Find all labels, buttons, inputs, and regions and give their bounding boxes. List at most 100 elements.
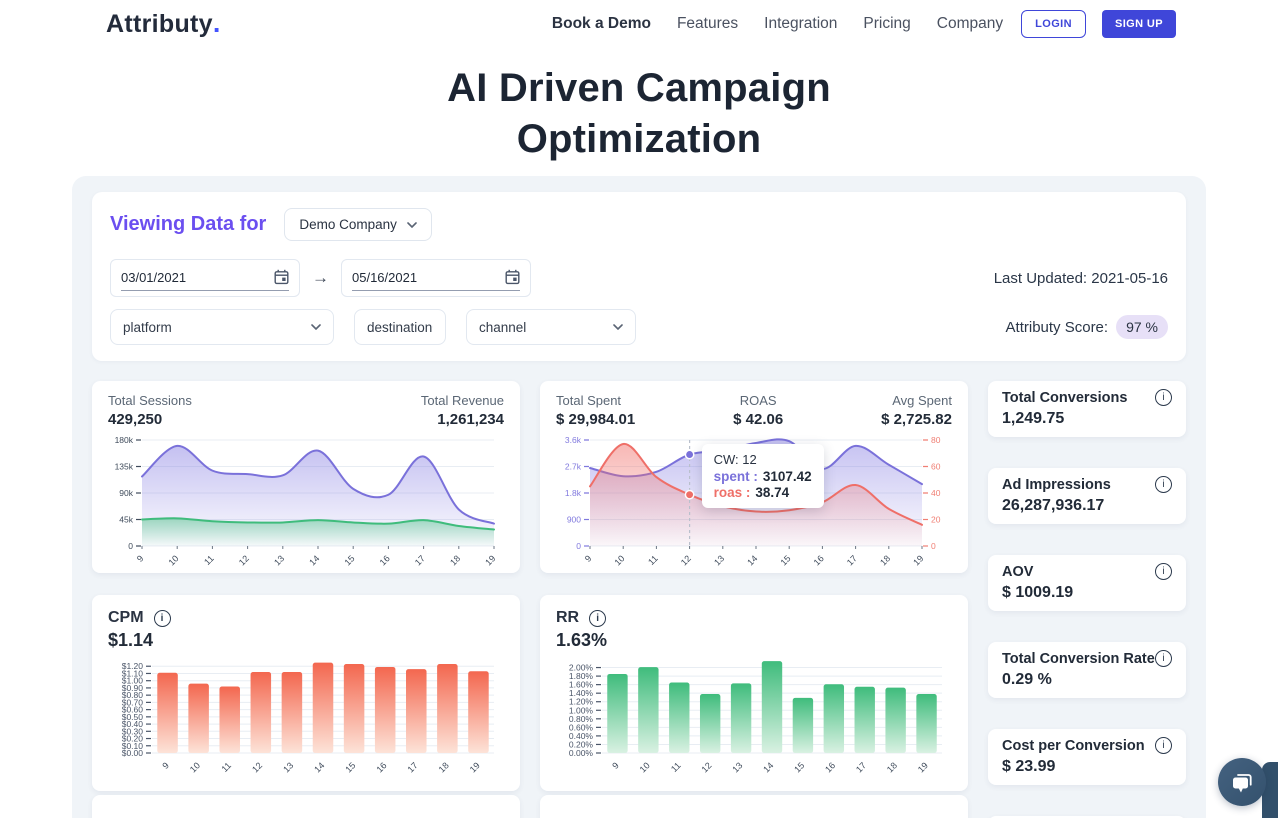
svg-text:14: 14 [312, 760, 326, 774]
info-icon[interactable] [1155, 650, 1172, 667]
svg-text:17: 17 [845, 553, 859, 567]
svg-text:13: 13 [730, 760, 744, 774]
svg-text:90k: 90k [119, 488, 133, 498]
chevron-down-icon [407, 221, 417, 228]
total-revenue-metric: Total Revenue 1,261,234 [420, 393, 504, 428]
rr-title: RR [556, 609, 580, 626]
channel-dropdown-label: channel [479, 319, 527, 335]
svg-text:12: 12 [679, 553, 693, 567]
stat-title: Cost per Conversion [1002, 737, 1145, 754]
svg-text:17: 17 [406, 760, 420, 774]
info-icon[interactable] [1155, 476, 1172, 493]
stat-value: $ 1009.19 [1002, 584, 1074, 601]
avg-spent-metric: Avg Spent $ 2,725.82 [881, 393, 952, 428]
chevron-down-icon [432, 326, 433, 328]
stat-card-total-conversion-rate: Total Conversion Rate 0.29 % [988, 642, 1186, 698]
stat-card-ad-impressions: Ad Impressions 26,287,936.17 [988, 468, 1186, 524]
svg-text:10: 10 [188, 760, 202, 774]
svg-text:$0.00: $0.00 [122, 748, 144, 758]
cpm-title: CPM [108, 609, 144, 626]
svg-text:11: 11 [669, 760, 683, 774]
svg-text:11: 11 [646, 553, 660, 567]
company-dropdown[interactable]: Demo Company [284, 208, 432, 241]
page-title: AI Driven Campaign Optimization [447, 66, 831, 161]
nav-item-integration[interactable]: Integration [764, 14, 838, 32]
date-range-end-input[interactable]: 05/16/2021 [341, 259, 531, 297]
svg-text:$1.10: $1.10 [122, 668, 144, 678]
calendar-icon[interactable] [274, 269, 289, 285]
info-icon[interactable] [1155, 737, 1172, 754]
svg-text:9: 9 [160, 760, 171, 771]
svg-text:10: 10 [166, 553, 180, 567]
svg-text:17: 17 [413, 553, 427, 567]
svg-text:19: 19 [468, 760, 482, 774]
chart-tooltip: CW: 12 spent :3107.42 roas :38.74 [701, 444, 824, 508]
svg-text:45k: 45k [119, 515, 133, 525]
dashboard-container: Viewing Data for Demo Company 03/01/2021… [72, 176, 1206, 818]
svg-text:11: 11 [202, 553, 216, 567]
channel-dropdown[interactable]: channel [466, 309, 636, 345]
filter-card: Viewing Data for Demo Company 03/01/2021… [92, 192, 1186, 361]
info-icon[interactable] [153, 609, 171, 627]
svg-text:135k: 135k [115, 462, 134, 472]
svg-text:900: 900 [567, 515, 581, 525]
logo-text: Attributy [106, 10, 213, 38]
attributy-score-label: Attributy Score: [1005, 318, 1109, 336]
cpm-card: CPM $1.14 $0.00$0.10$0.20$0.30$0.40$0.50… [92, 595, 520, 791]
signup-button[interactable]: SIGN UP [1101, 9, 1176, 38]
svg-text:10: 10 [638, 760, 652, 774]
chat-button[interactable] [1218, 758, 1266, 806]
chat-widget-frame [1262, 762, 1278, 818]
svg-text:12: 12 [699, 760, 713, 774]
info-icon[interactable] [1155, 563, 1172, 580]
date-range-start-input[interactable]: 03/01/2021 [110, 259, 300, 297]
stat-value: 1,249.75 [1002, 410, 1065, 427]
svg-text:$0.50: $0.50 [122, 712, 144, 722]
svg-text:60: 60 [931, 462, 941, 472]
stat-value: 0.29 % [1002, 671, 1052, 688]
nav-item-company[interactable]: Company [936, 14, 1004, 32]
svg-text:9: 9 [583, 553, 594, 564]
rr-bar-chart: 0.00%0.20%0.40%0.60%0.80%1.00%1.20%1.40%… [569, 661, 942, 774]
stat-value: 26,287,936.17 [1002, 497, 1105, 514]
svg-text:1.60%: 1.60% [569, 680, 594, 690]
platform-dropdown-label: platform [123, 319, 172, 335]
svg-text:18: 18 [437, 760, 451, 774]
nav-item-features[interactable]: Features [676, 14, 739, 32]
nav-item-book-a-demo[interactable]: Book a Demo [551, 14, 651, 32]
cpm-bar-chart: $0.00$0.10$0.20$0.30$0.40$0.50$0.60$0.70… [122, 661, 494, 774]
calendar-icon[interactable] [505, 269, 520, 285]
svg-text:$0.10: $0.10 [122, 741, 144, 751]
svg-text:0.80%: 0.80% [569, 714, 594, 724]
svg-text:13: 13 [281, 760, 295, 774]
info-icon[interactable] [589, 609, 607, 627]
total-spent-metric: Total Spent $ 29,984.01 [556, 393, 636, 428]
main-nav: Book a Demo Features Integration Pricing… [552, 15, 1003, 33]
login-button[interactable]: LOGIN [1021, 9, 1086, 38]
platform-dropdown[interactable]: platform [110, 309, 334, 345]
stat-title: Ad Impressions [1002, 476, 1111, 493]
svg-text:0.40%: 0.40% [569, 731, 594, 741]
svg-text:0: 0 [931, 541, 936, 551]
sessions-revenue-area-chart: 0 45k 90k 135k 180k 9 10 11 12 13 14 15 16 17 18 19 [115, 435, 498, 567]
svg-text:15: 15 [792, 760, 806, 774]
svg-text:19: 19 [911, 553, 925, 567]
chat-icon [1233, 773, 1252, 792]
logo[interactable]: Attributy. [106, 8, 221, 39]
svg-text:1.80%: 1.80% [569, 671, 594, 681]
last-updated-text: Last Updated: 2021-05-16 [993, 269, 1168, 287]
svg-text:$0.60: $0.60 [122, 705, 144, 715]
spent-roas-card: Total Spent $ 29,984.01 ROAS $ 42.06 Avg… [540, 381, 968, 573]
destination-dropdown[interactable]: destination [354, 309, 446, 345]
svg-text:20: 20 [931, 515, 941, 525]
svg-text:2.7k: 2.7k [565, 462, 582, 472]
info-icon[interactable] [1155, 389, 1172, 406]
date-end-value: 05/16/2021 [352, 269, 418, 285]
date-start-value: 03/01/2021 [121, 269, 187, 285]
roas-metric: ROAS $ 42.06 [733, 393, 784, 428]
nav-item-pricing[interactable]: Pricing [863, 14, 911, 32]
svg-text:1.40%: 1.40% [569, 688, 594, 698]
svg-text:16: 16 [823, 760, 837, 774]
svg-text:14: 14 [745, 553, 759, 567]
svg-text:13: 13 [272, 553, 286, 567]
